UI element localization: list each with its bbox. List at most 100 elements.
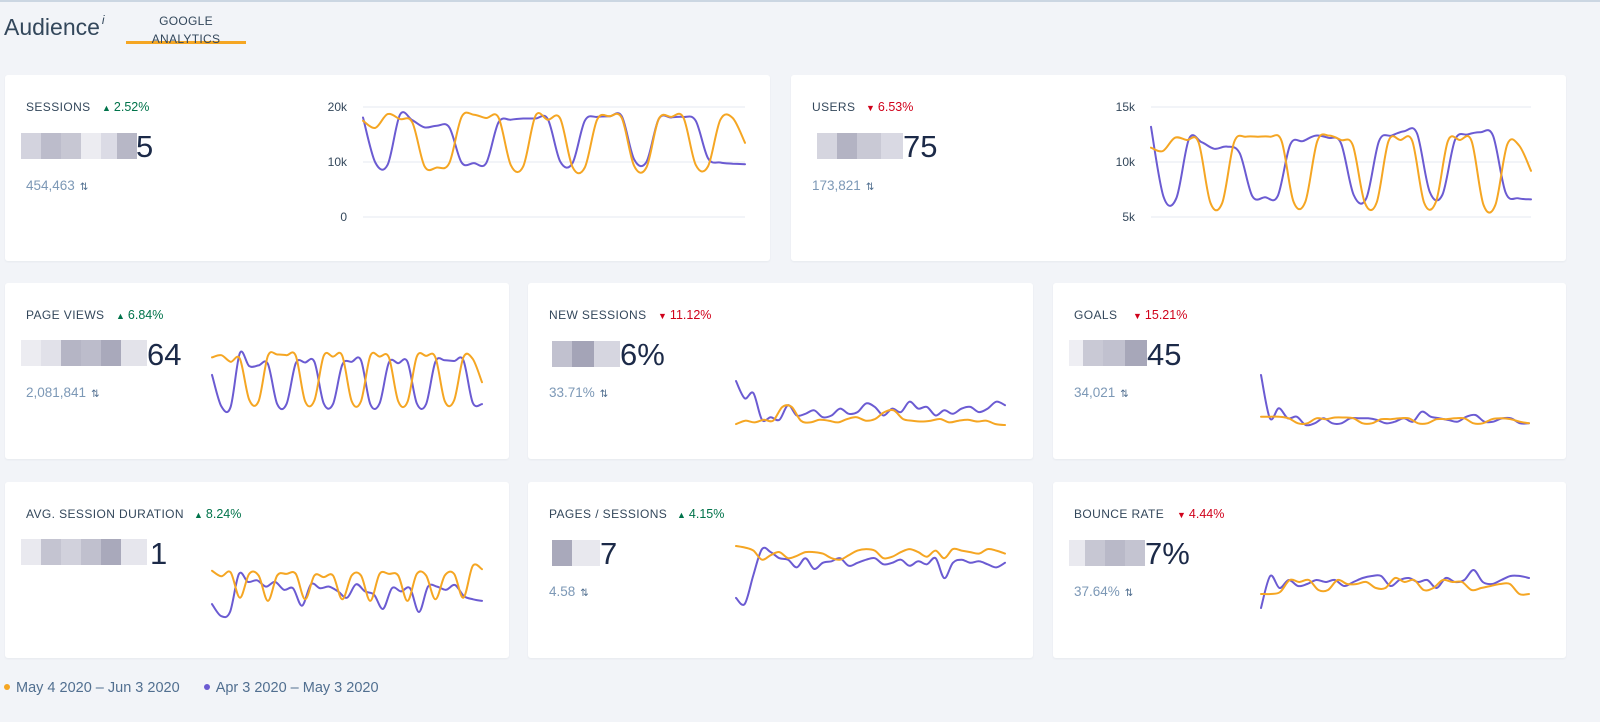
redacted-value: [1069, 540, 1145, 566]
pages-sessions-card: PAGES / SESSIONS ▲ 4.15% 7 4.58 ⇅: [528, 482, 1033, 658]
top-divider: [0, 0, 1600, 2]
change-indicator: ▼ 11.12%: [658, 308, 712, 322]
sessions-chart: 20k 10k 0: [328, 100, 746, 224]
series-line-current: [735, 545, 1006, 561]
y-tick-label: 15k: [1116, 100, 1136, 114]
series-line-current: [1260, 576, 1530, 596]
caret-down-icon: ▼: [1177, 510, 1186, 520]
series-line-current: [362, 111, 746, 175]
y-tick-label: 5k: [1122, 210, 1136, 224]
y-tick-label: 20k: [328, 100, 348, 114]
redacted-value: [817, 133, 903, 159]
previous-value: 454,463 ⇅: [26, 178, 89, 193]
y-tick-label: 10k: [328, 155, 348, 169]
metric-value: 6%: [620, 337, 665, 372]
avg-session-duration-chart: [211, 563, 483, 619]
metric-label: AVG. SESSION DURATION: [26, 507, 184, 521]
compare-arrows-icon: ⇅: [1124, 588, 1134, 599]
compare-arrows-icon: ⇅: [599, 389, 609, 400]
info-icon[interactable]: i: [101, 13, 105, 28]
previous-value: 173,821 ⇅: [812, 178, 875, 193]
series-line-current: [211, 351, 483, 409]
metric-value: 7: [600, 536, 618, 571]
metric-label: NEW SESSIONS: [549, 308, 647, 322]
metric-value: 75: [903, 129, 938, 164]
legend-item-previous[interactable]: Apr 3 2020 – May 3 2020: [203, 680, 379, 696]
metric-value: 5: [136, 129, 154, 164]
series-line-previous: [735, 380, 1006, 423]
change-indicator: ▼ 15.21%: [1133, 308, 1188, 322]
caret-down-icon: ▼: [866, 103, 875, 113]
previous-value: 2,081,841 ⇅: [26, 385, 100, 400]
series-line-previous: [1260, 374, 1530, 427]
sessions-card: SESSIONS ▲ 2.52% 5 454,463 ⇅ 20k 10k 0: [5, 75, 770, 261]
series-line-current: [1260, 415, 1530, 425]
metric-label: PAGES / SESSIONS: [549, 507, 668, 521]
series-line-current: [211, 563, 483, 602]
y-tick-label: 0: [340, 210, 347, 224]
new-sessions-card: NEW SESSIONS ▼ 11.12% 6% 33.71% ⇅: [528, 283, 1033, 459]
compare-arrows-icon: ⇅: [79, 182, 89, 193]
metric-value: 1: [150, 536, 168, 571]
redacted-value: [552, 341, 620, 367]
redacted-value: [21, 340, 147, 366]
change-indicator: ▲ 2.52%: [102, 100, 150, 114]
caret-down-icon: ▼: [658, 311, 667, 321]
avg-session-duration-card: AVG. SESSION DURATION ▲ 8.24% 1: [5, 482, 509, 658]
metric-value: 45: [1147, 337, 1182, 372]
goals-chart: [1260, 374, 1530, 427]
change-indicator: ▼ 6.53%: [866, 100, 914, 114]
redacted-value: [1069, 340, 1147, 366]
caret-up-icon: ▲: [102, 103, 111, 113]
previous-value: 34,021 ⇅: [1074, 385, 1129, 400]
y-tick-label: 10k: [1116, 155, 1136, 169]
tab-google-analytics[interactable]: GOOGLE ANALYTICS: [126, 12, 246, 46]
change-indicator: ▲ 8.24%: [194, 507, 242, 521]
legend-dot-icon: [4, 684, 10, 690]
metric-label: BOUNCE RATE: [1074, 507, 1165, 521]
bounce-rate-card: BOUNCE RATE ▼ 4.44% 7% 37.64% ⇅: [1053, 482, 1566, 658]
series-line-previous: [362, 111, 746, 171]
caret-up-icon: ▲: [116, 311, 125, 321]
page-views-card: PAGE VIEWS ▲ 6.84% 64 2,081,841 ⇅: [5, 283, 509, 459]
series-line-previous: [1260, 569, 1530, 609]
previous-value: 33.71% ⇅: [549, 385, 609, 400]
page-title: Audience i: [4, 13, 105, 40]
series-line-current: [735, 404, 1006, 426]
bounce-rate-chart: [1260, 569, 1530, 609]
goals-card: GOALS ▼ 15.21% 45 34,021 ⇅: [1053, 283, 1566, 459]
redacted-value: [21, 539, 147, 565]
caret-up-icon: ▲: [194, 510, 203, 520]
users-chart: 15k 10k 5k: [1116, 100, 1532, 224]
redacted-value: [552, 540, 600, 566]
users-card: USERS ▼ 6.53% 75 173,821 ⇅ 15k 10k 5k: [791, 75, 1566, 261]
page-views-chart: [211, 350, 483, 414]
change-indicator: ▲ 4.15%: [677, 507, 725, 521]
metric-label: GOALS: [1074, 308, 1118, 322]
change-indicator: ▼ 4.44%: [1177, 507, 1225, 521]
metric-label: SESSIONS: [26, 100, 91, 114]
change-indicator: ▲ 6.84%: [116, 308, 164, 322]
redacted-value: [21, 133, 137, 159]
metric-label: PAGE VIEWS: [26, 308, 105, 322]
legend-dot-icon: [203, 684, 210, 690]
pages-sessions-chart: [735, 545, 1006, 606]
previous-value: 4.58 ⇅: [549, 584, 589, 599]
compare-arrows-icon: ⇅: [91, 389, 100, 400]
previous-value: 37.64% ⇅: [1074, 584, 1134, 599]
series-line-previous: [735, 546, 1006, 606]
legend-item-current[interactable]: May 4 2020 – Jun 3 2020: [4, 680, 180, 696]
new-sessions-chart: [735, 380, 1006, 426]
caret-down-icon: ▼: [1133, 311, 1142, 321]
compare-arrows-icon: ⇅: [1120, 389, 1129, 400]
series-line-previous: [1150, 125, 1532, 207]
compare-arrows-icon: ⇅: [865, 182, 875, 193]
metric-label: USERS: [812, 100, 856, 114]
chart-legend: May 4 2020 – Jun 3 2020 Apr 3 2020 – May…: [4, 680, 399, 696]
metric-value: 64: [147, 337, 182, 372]
compare-arrows-icon: ⇅: [580, 588, 589, 599]
caret-up-icon: ▲: [677, 510, 686, 520]
series-line-previous: [211, 571, 483, 619]
metric-value: 7%: [1145, 536, 1190, 571]
series-line-current: [1150, 133, 1532, 214]
